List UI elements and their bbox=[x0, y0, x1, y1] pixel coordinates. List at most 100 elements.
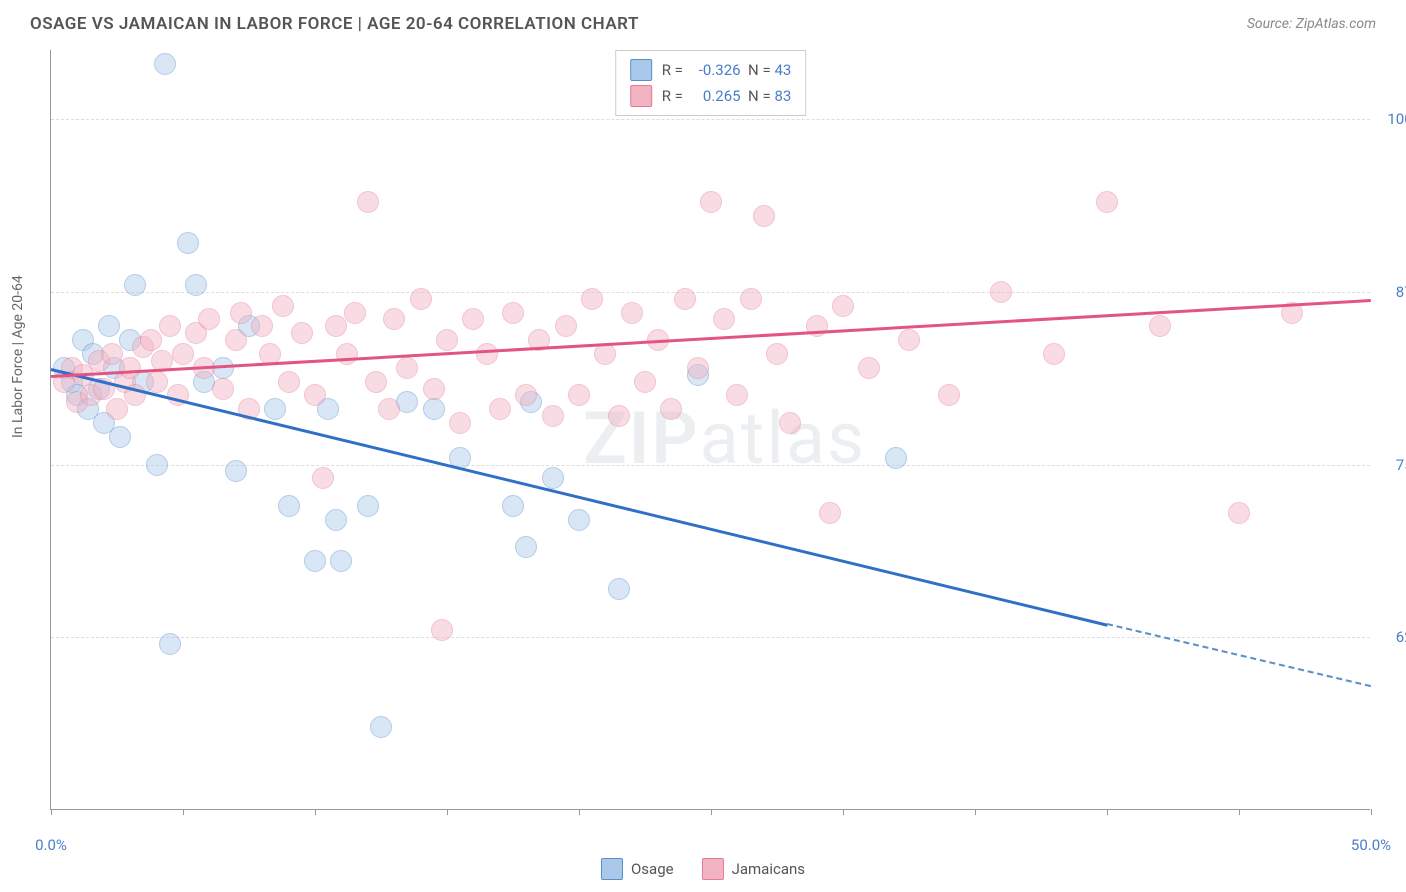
legend-item: Jamaicans bbox=[702, 858, 805, 880]
scatter-point bbox=[436, 329, 458, 351]
scatter-point bbox=[101, 343, 123, 365]
scatter-point bbox=[225, 329, 247, 351]
scatter-point bbox=[660, 398, 682, 420]
x-tick bbox=[579, 809, 580, 815]
scatter-point bbox=[515, 384, 537, 406]
scatter-point bbox=[431, 619, 453, 641]
scatter-point bbox=[396, 357, 418, 379]
legend-bottom: Osage Jamaicans bbox=[601, 858, 805, 880]
scatter-point bbox=[898, 329, 920, 351]
chart-source: Source: ZipAtlas.com bbox=[1247, 16, 1376, 32]
scatter-point bbox=[489, 398, 511, 420]
legend-swatch bbox=[702, 858, 724, 880]
scatter-point bbox=[423, 398, 445, 420]
x-tick bbox=[711, 809, 712, 815]
scatter-point bbox=[365, 371, 387, 393]
x-tick-label: 50.0% bbox=[1351, 836, 1391, 854]
y-tick-label: 100.0% bbox=[1376, 110, 1406, 128]
scatter-point bbox=[674, 288, 696, 310]
scatter-point bbox=[264, 398, 286, 420]
y-tick-label: 62.5% bbox=[1376, 628, 1406, 646]
scatter-point bbox=[212, 378, 234, 400]
scatter-point bbox=[185, 274, 207, 296]
legend-correlation-row: R = -0.326 N = 43 bbox=[630, 57, 792, 83]
chart-header: OSAGE VS JAMAICAN IN LABOR FORCE | AGE 2… bbox=[0, 0, 1406, 44]
scatter-point bbox=[119, 357, 141, 379]
scatter-point bbox=[740, 288, 762, 310]
trend-line bbox=[51, 368, 1108, 626]
y-axis-label: In Labor Force | Age 20-64 bbox=[10, 275, 26, 438]
x-tick bbox=[183, 809, 184, 815]
scatter-point bbox=[154, 53, 176, 75]
legend-stats: R = 0.265 N = 83 bbox=[662, 87, 792, 105]
scatter-point bbox=[278, 495, 300, 517]
scatter-point bbox=[251, 315, 273, 337]
y-tick-label: 75.0% bbox=[1376, 456, 1406, 474]
trend-line-dashed bbox=[1107, 623, 1371, 687]
legend-correlation-row: R = 0.265 N = 83 bbox=[630, 83, 792, 109]
scatter-point bbox=[312, 467, 334, 489]
scatter-point bbox=[766, 343, 788, 365]
legend-swatch bbox=[601, 858, 623, 880]
x-tick bbox=[975, 809, 976, 815]
scatter-point bbox=[378, 398, 400, 420]
scatter-point bbox=[325, 509, 347, 531]
grid-line bbox=[51, 292, 1370, 293]
x-tick bbox=[1239, 809, 1240, 815]
watermark-rest: atlas bbox=[700, 396, 867, 481]
legend-item: Osage bbox=[601, 858, 674, 880]
scatter-point bbox=[159, 633, 181, 655]
scatter-point bbox=[819, 502, 841, 524]
scatter-point bbox=[1043, 343, 1065, 365]
scatter-point bbox=[608, 578, 630, 600]
grid-line bbox=[51, 465, 1370, 466]
scatter-point bbox=[449, 412, 471, 434]
scatter-point bbox=[700, 191, 722, 213]
scatter-point bbox=[344, 302, 366, 324]
legend-label: Osage bbox=[631, 860, 674, 878]
scatter-point bbox=[357, 191, 379, 213]
scatter-point bbox=[502, 302, 524, 324]
scatter-point bbox=[423, 378, 445, 400]
grid-line bbox=[51, 119, 1370, 120]
legend-correlation-box: R = -0.326 N = 43 R = 0.265 N = 83 bbox=[615, 50, 807, 116]
chart-plot-area: ZIPatlas R = -0.326 N = 43R = 0.265 N = … bbox=[50, 50, 1370, 810]
scatter-point bbox=[146, 371, 168, 393]
legend-swatch bbox=[630, 85, 652, 107]
scatter-point bbox=[291, 322, 313, 344]
scatter-point bbox=[568, 509, 590, 531]
scatter-point bbox=[621, 302, 643, 324]
scatter-point bbox=[159, 315, 181, 337]
scatter-point bbox=[304, 384, 326, 406]
scatter-point bbox=[858, 357, 880, 379]
scatter-point bbox=[124, 274, 146, 296]
scatter-point bbox=[726, 384, 748, 406]
scatter-point bbox=[1149, 315, 1171, 337]
scatter-point bbox=[687, 357, 709, 379]
scatter-point bbox=[230, 302, 252, 324]
scatter-point bbox=[278, 371, 300, 393]
x-tick-label: 0.0% bbox=[35, 836, 67, 854]
x-tick bbox=[1371, 809, 1372, 815]
scatter-point bbox=[383, 308, 405, 330]
scatter-point bbox=[370, 716, 392, 738]
scatter-point bbox=[109, 426, 131, 448]
scatter-point bbox=[146, 454, 168, 476]
scatter-point bbox=[272, 295, 294, 317]
scatter-point bbox=[555, 315, 577, 337]
x-tick bbox=[1107, 809, 1108, 815]
scatter-point bbox=[938, 384, 960, 406]
scatter-point bbox=[806, 315, 828, 337]
scatter-point bbox=[106, 398, 128, 420]
scatter-point bbox=[1228, 502, 1250, 524]
scatter-point bbox=[542, 405, 564, 427]
scatter-point bbox=[713, 308, 735, 330]
scatter-point bbox=[304, 550, 326, 572]
scatter-point bbox=[990, 281, 1012, 303]
scatter-point bbox=[594, 343, 616, 365]
scatter-point bbox=[779, 412, 801, 434]
legend-swatch bbox=[630, 59, 652, 81]
scatter-point bbox=[172, 343, 194, 365]
scatter-point bbox=[462, 308, 484, 330]
scatter-point bbox=[330, 550, 352, 572]
